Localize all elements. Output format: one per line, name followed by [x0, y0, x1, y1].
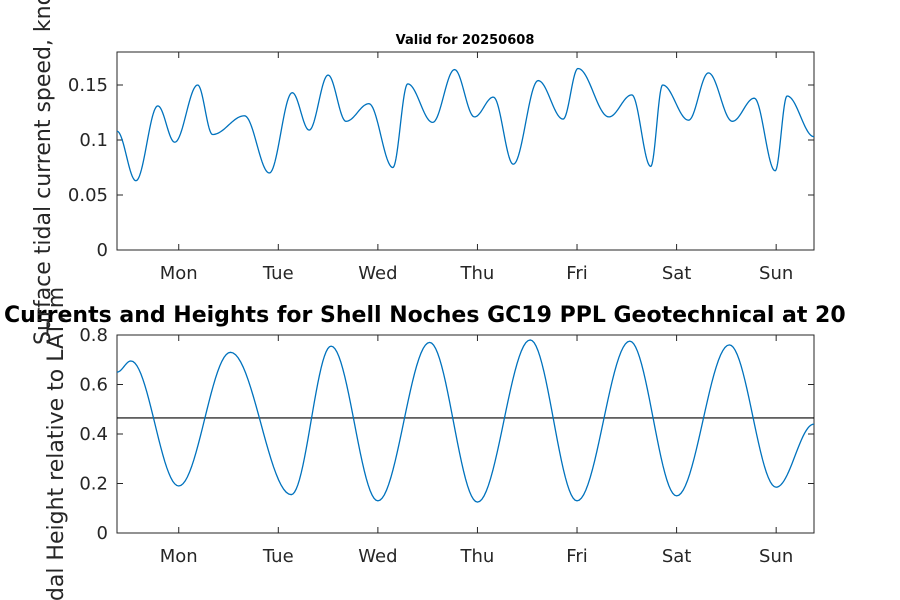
height-series — [116, 339, 815, 503]
height-xtick-label-sun: Sun — [759, 546, 793, 567]
height-ylabel: Tidal Height relative to LAT, m — [44, 287, 69, 600]
height-xtick-label-thu: Thu — [460, 546, 495, 567]
height-ytick-label: 0.8 — [79, 325, 108, 346]
current-series — [116, 67, 815, 182]
current-ytick-label: 0 — [97, 240, 108, 261]
current-speed-chart: Valid for 20250608 0 0.05 0.1 0.15 Mon Tue Wed… — [68, 33, 815, 284]
height-xtick-label-tue: Tue — [262, 546, 294, 567]
current-series-line — [116, 67, 815, 182]
height-xtick-label-wed: Wed — [358, 546, 397, 567]
current-ytick-label: 0.05 — [68, 185, 108, 206]
height-axes: 0 0.2 0.4 0.6 0.8 Mon Tue Wed Thu Fri Sat Sun — [79, 325, 814, 567]
height-ytick-label: 0.4 — [79, 424, 108, 445]
current-chart-title: Valid for 20250608 — [396, 33, 535, 48]
height-xtick-label-mon: Mon — [160, 546, 198, 567]
current-ytick-label: 0.1 — [79, 130, 108, 151]
current-xtick-label-fri: Fri — [566, 263, 587, 284]
height-ytick-label: 0 — [97, 523, 108, 544]
current-ytick-label: 0.15 — [68, 75, 108, 96]
current-xtick-label-tue: Tue — [262, 263, 294, 284]
height-ytick-label: 0.6 — [79, 375, 108, 396]
current-xtick-label-mon: Mon — [160, 263, 198, 284]
height-xtick-label-fri: Fri — [566, 546, 587, 567]
height-chart-title: Currents and Heights for Shell Noches GC… — [4, 303, 846, 328]
current-xtick-label-sun: Sun — [759, 263, 793, 284]
height-plot-area — [116, 334, 815, 534]
current-xtick-label-thu: Thu — [460, 263, 495, 284]
current-ylabel: Surface tidal current speed, knots — [31, 0, 56, 345]
height-series-line — [116, 339, 815, 503]
current-xtick-label-wed: Wed — [358, 263, 397, 284]
tidal-height-chart: 0 0.2 0.4 0.6 0.8 Mon Tue Wed Thu Fri Sat Sun Curre… — [4, 303, 846, 567]
current-plot-area — [116, 51, 815, 251]
current-axes: 0 0.05 0.1 0.15 Mon Tue Wed Thu Fri Sat Sun — [68, 52, 814, 284]
current-xtick-label-sat: Sat — [662, 263, 692, 284]
height-xtick-label-sat: Sat — [662, 546, 692, 567]
height-ytick-label: 0.2 — [79, 474, 108, 495]
